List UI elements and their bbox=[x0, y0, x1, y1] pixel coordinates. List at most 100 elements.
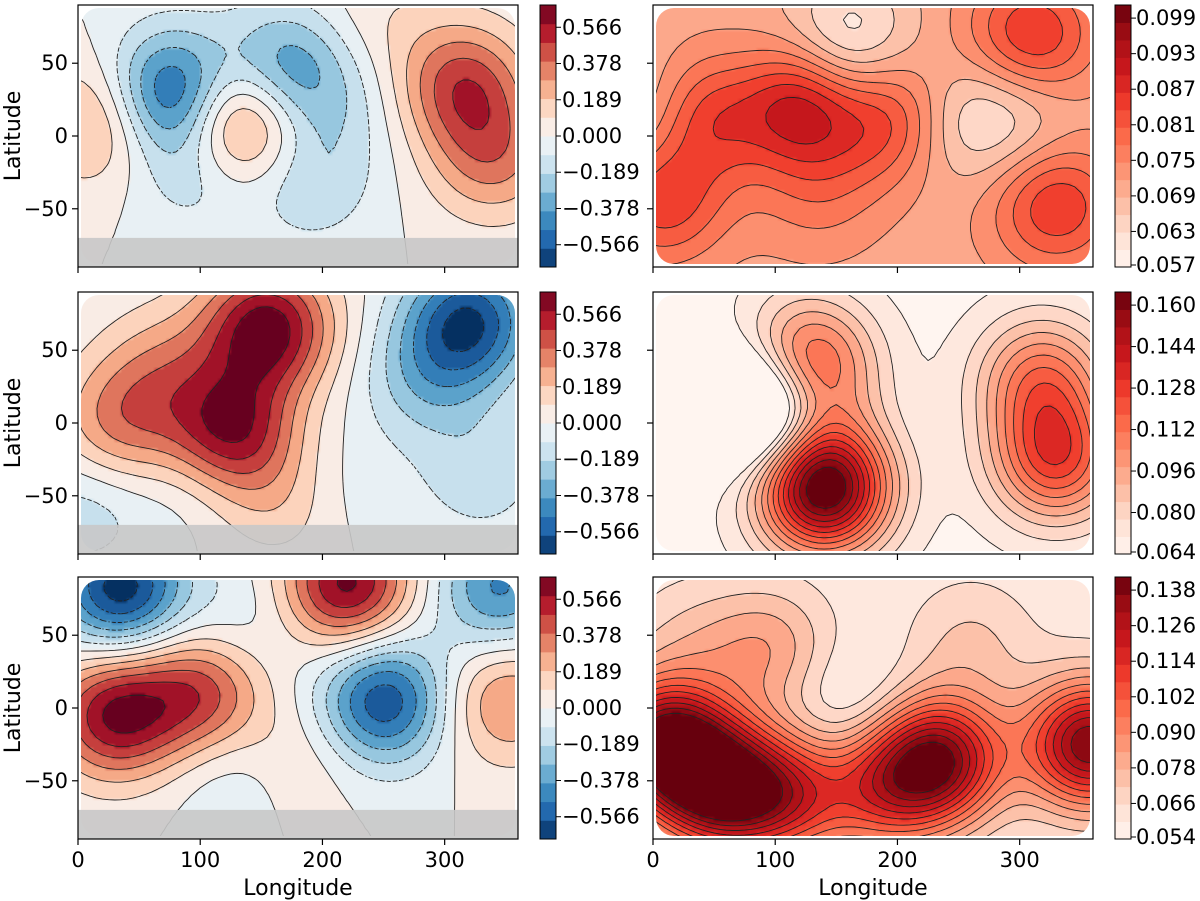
colorbar-tick-label: −0.189 bbox=[562, 732, 640, 756]
contour-line bbox=[399, 295, 515, 407]
contour-line bbox=[81, 580, 515, 782]
contour-line bbox=[81, 580, 515, 801]
contour-line bbox=[81, 8, 515, 227]
x-axis-label: Longitude bbox=[818, 876, 927, 901]
colorbar-tick-label: 0.078 bbox=[1136, 756, 1196, 780]
contour-fill bbox=[81, 8, 515, 264]
y-tick-label: 0 bbox=[55, 124, 68, 148]
colorbar bbox=[539, 576, 561, 840]
colorbar-tick-label: 0.189 bbox=[562, 375, 622, 399]
contour-line bbox=[656, 677, 1090, 836]
contour-line bbox=[765, 96, 832, 145]
colorbar-segment bbox=[1115, 646, 1131, 665]
colorbar-segment bbox=[1115, 699, 1131, 718]
colorbar-segment bbox=[1115, 414, 1131, 433]
colorbar-tick-label: 0.566 bbox=[562, 15, 622, 39]
contour-panel-1-0 bbox=[72, 291, 561, 560]
colorbar-segment bbox=[1115, 629, 1131, 648]
contour-line bbox=[81, 580, 515, 751]
colorbar-segment bbox=[1115, 466, 1131, 485]
contour-line bbox=[656, 702, 1090, 831]
colorbar-segment bbox=[1115, 751, 1131, 770]
x-tick-label: 200 bbox=[302, 848, 342, 872]
contour-line bbox=[413, 295, 512, 388]
colorbar-segment bbox=[540, 535, 556, 555]
colorbar-segment bbox=[540, 117, 556, 137]
masked-region bbox=[78, 809, 518, 839]
colorbar-segment bbox=[540, 136, 556, 156]
colorbar-segment bbox=[540, 229, 556, 249]
colorbar-tick-label: 0.126 bbox=[1136, 614, 1196, 638]
colorbar-segment bbox=[540, 441, 556, 461]
colorbar-segment bbox=[540, 497, 556, 518]
contour-line bbox=[81, 580, 515, 764]
x-tick-label: 0 bbox=[646, 848, 659, 872]
colorbar-tick-label: 0.063 bbox=[1136, 219, 1196, 243]
colorbar-segment bbox=[540, 801, 556, 821]
contour-fill bbox=[656, 8, 1090, 264]
colorbar-segment bbox=[1115, 379, 1131, 398]
colorbar-segment bbox=[1115, 804, 1131, 823]
colorbar-segment bbox=[540, 173, 556, 193]
colorbar-segment bbox=[1115, 197, 1131, 216]
contour-line bbox=[103, 580, 138, 602]
y-tick-label: 50 bbox=[41, 338, 68, 362]
x-axis-label: Longitude bbox=[243, 876, 352, 901]
colorbar-segment bbox=[540, 670, 556, 690]
colorbar-tick-label: 0.090 bbox=[1136, 720, 1196, 744]
colorbar-segment bbox=[540, 98, 556, 118]
y-axis-label: Latitude bbox=[1, 378, 26, 469]
contour-line bbox=[140, 45, 321, 130]
contour-line bbox=[754, 311, 1090, 551]
colorbar-segment bbox=[1115, 449, 1131, 468]
contour-line bbox=[780, 8, 1042, 177]
contour-panel-1-1 bbox=[647, 291, 1136, 560]
y-tick-label: 0 bbox=[55, 696, 68, 720]
colorbar-segment bbox=[540, 329, 556, 349]
colorbar-segment bbox=[540, 633, 556, 653]
colorbar-frame bbox=[1114, 291, 1132, 555]
colorbar-segment bbox=[540, 385, 556, 405]
colorbar-segment bbox=[1115, 611, 1131, 630]
colorbar-segment bbox=[1115, 249, 1131, 268]
contour-line bbox=[656, 8, 1090, 254]
colorbar-segment bbox=[1115, 681, 1131, 700]
colorbar-tick-label: 0.054 bbox=[1136, 825, 1196, 849]
y-tick-label: 50 bbox=[41, 623, 68, 647]
colorbar-segment bbox=[540, 689, 556, 709]
colorbar-segment bbox=[540, 42, 556, 62]
colorbar-segment bbox=[540, 516, 556, 536]
colorbar-segment bbox=[540, 404, 556, 424]
colorbar-tick-label: 0.112 bbox=[1136, 418, 1196, 442]
colorbar-segment bbox=[1115, 361, 1131, 380]
contour-line bbox=[656, 636, 1090, 836]
contour-fill bbox=[81, 580, 515, 836]
colorbar-tick-label: 0.566 bbox=[562, 587, 622, 611]
contour-line bbox=[102, 580, 357, 734]
contour-fill bbox=[656, 295, 1090, 551]
x-tick-label: 100 bbox=[180, 848, 220, 872]
contour-line bbox=[96, 295, 324, 490]
colorbar-frame bbox=[1114, 576, 1132, 840]
contour-line bbox=[799, 459, 854, 516]
contour-line bbox=[81, 580, 387, 759]
colorbar-tick-label: 0.069 bbox=[1136, 184, 1196, 208]
colorbar-tick-label: 0.189 bbox=[562, 660, 622, 684]
colorbar bbox=[1114, 4, 1136, 268]
contour-fill bbox=[656, 580, 1090, 836]
contour-line bbox=[656, 580, 1090, 709]
contour-line bbox=[86, 580, 375, 748]
contour-line bbox=[656, 8, 1090, 264]
colorbar-segment bbox=[1115, 536, 1131, 555]
colorbar-segment bbox=[540, 61, 556, 81]
contour-line bbox=[656, 696, 1090, 836]
contour-line bbox=[419, 41, 515, 185]
contour-line bbox=[170, 295, 303, 460]
y-axis-label: Latitude bbox=[1, 91, 26, 182]
x-tick-label: 300 bbox=[425, 848, 465, 872]
colorbar-tick-label: 0.138 bbox=[1136, 578, 1196, 602]
contour-line bbox=[761, 323, 1090, 551]
colorbar-segment bbox=[1115, 484, 1131, 503]
colorbar-tick-label: 0.000 bbox=[562, 696, 622, 720]
